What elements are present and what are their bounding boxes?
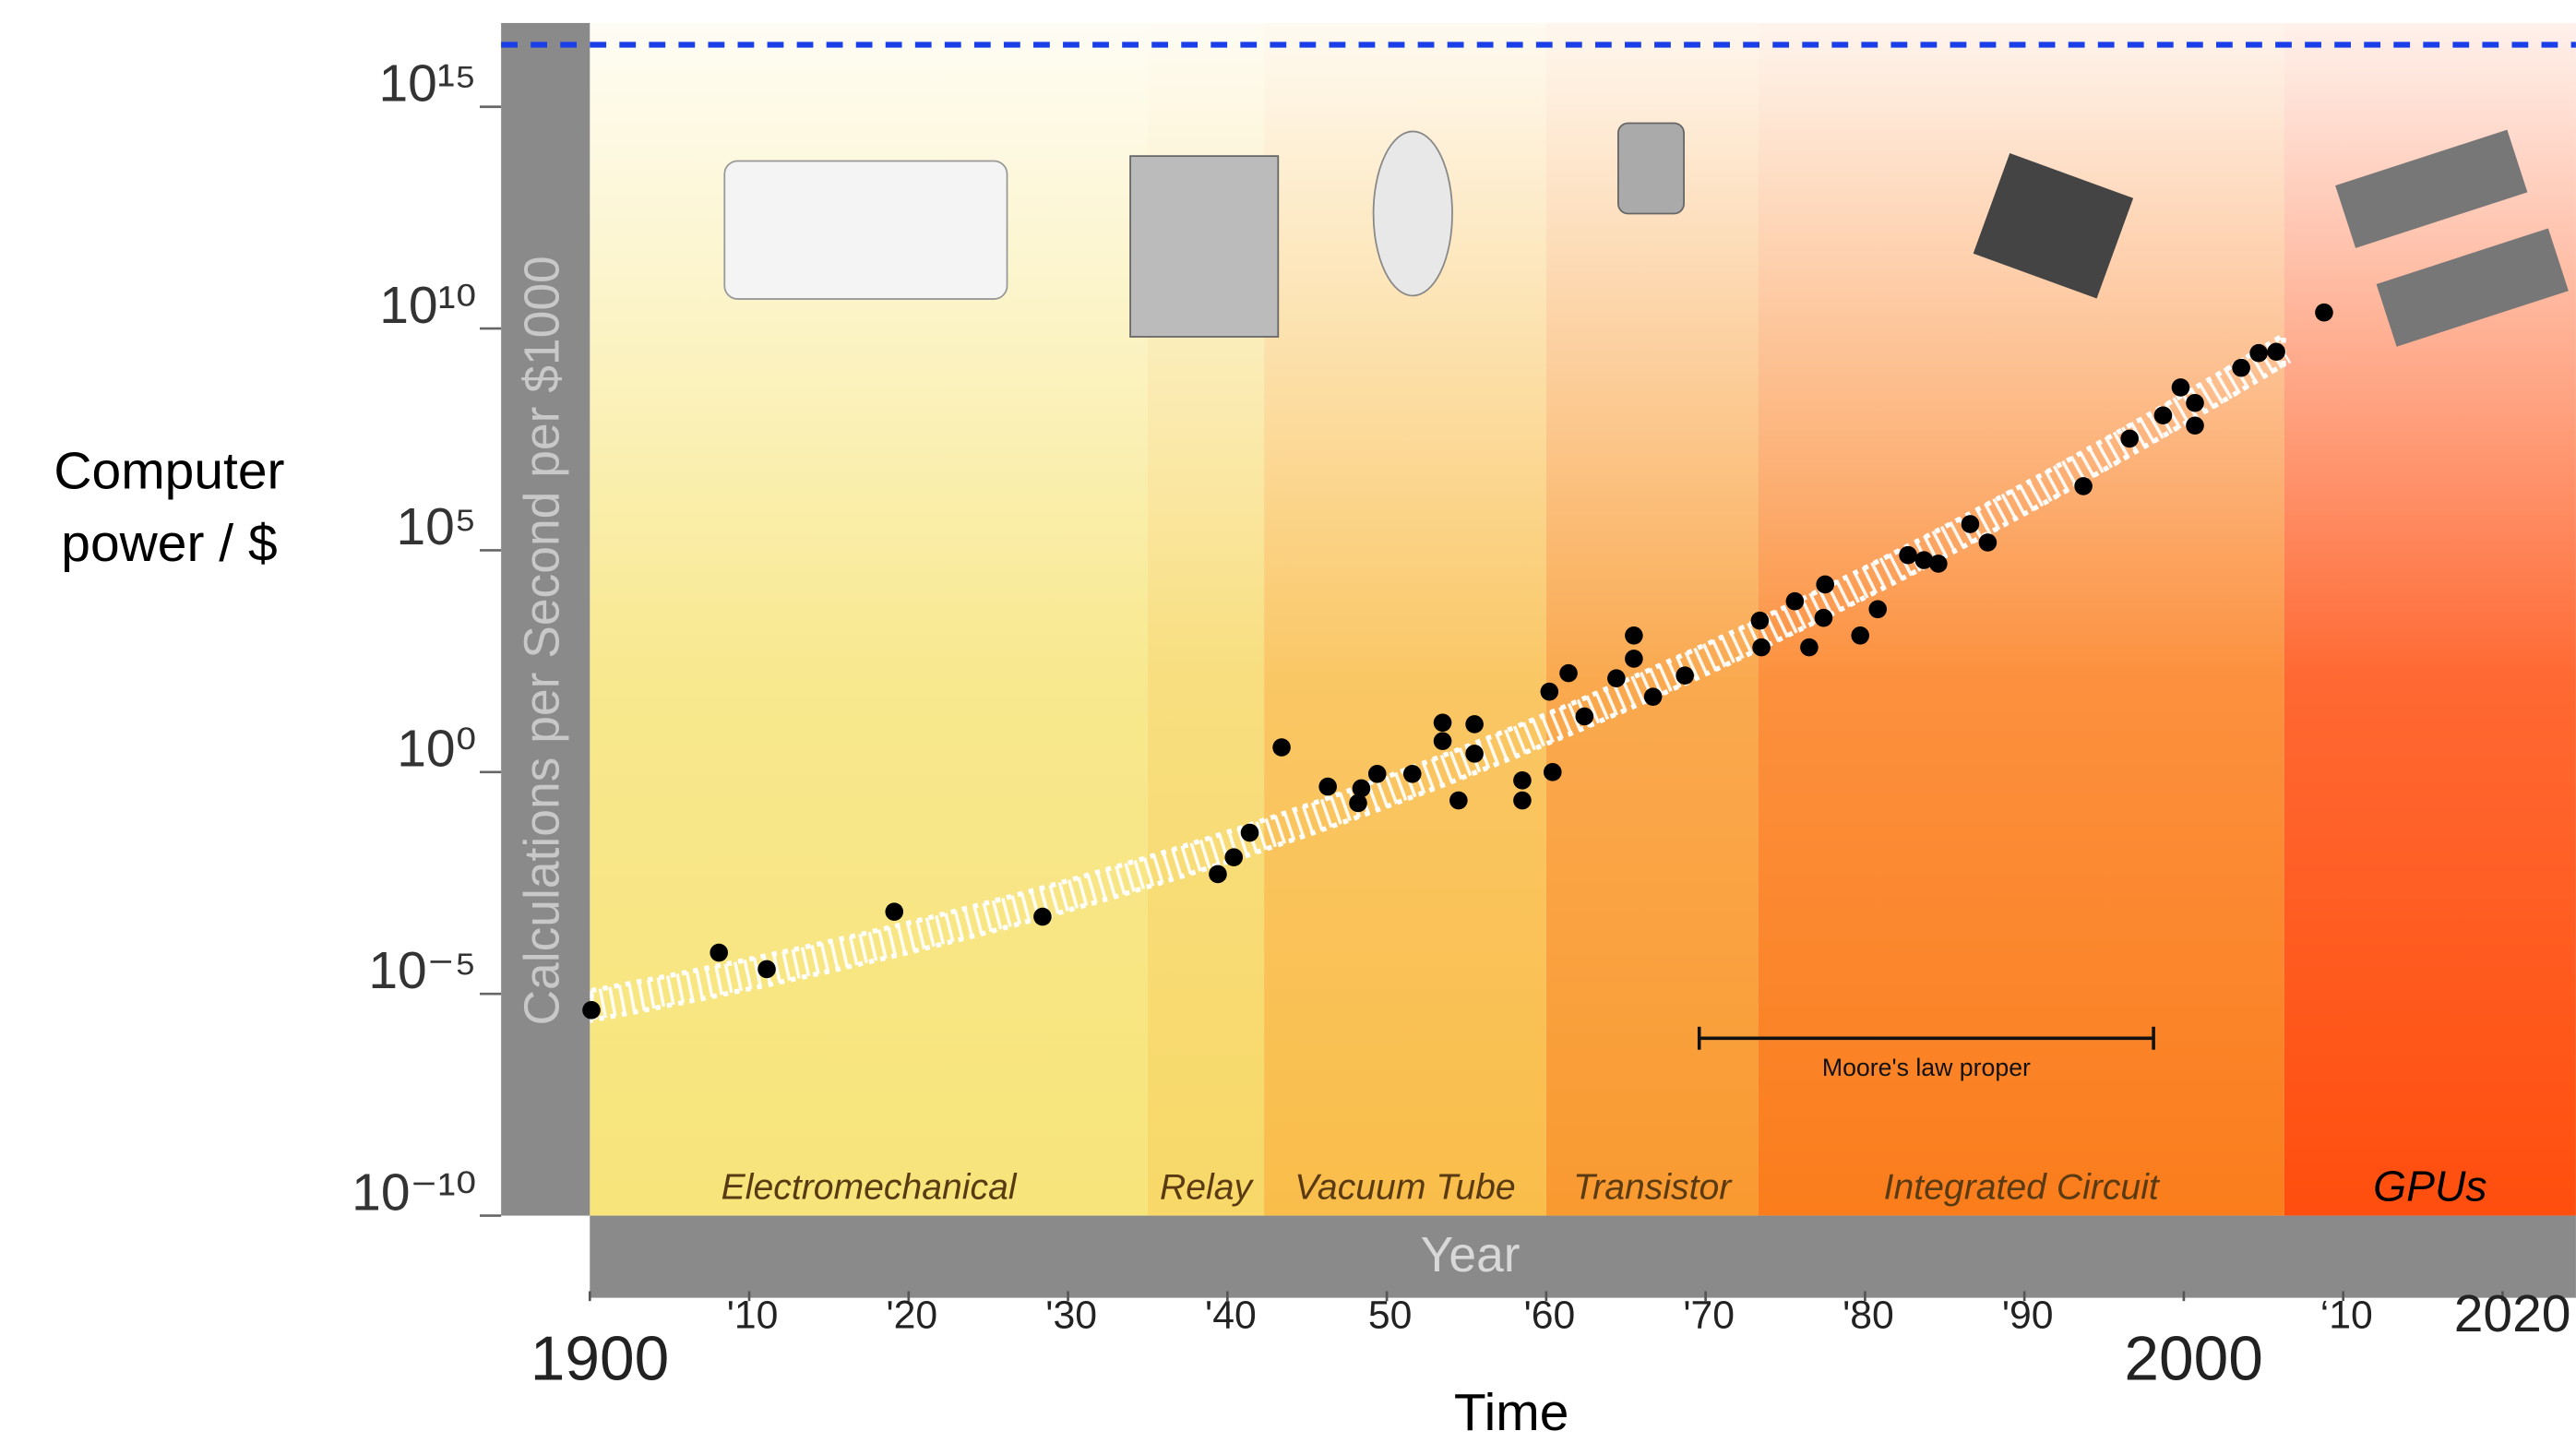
tube-icon: [1374, 131, 1452, 295]
data-point: [1786, 592, 1805, 611]
outer-x-label: Time: [1454, 1383, 1568, 1442]
y-tick-label: 10⁻¹⁰: [352, 1163, 476, 1222]
x-tick-label: '90: [2002, 1293, 2054, 1337]
data-point: [1868, 601, 1887, 619]
data-point: [1800, 638, 1819, 657]
era-label: Relay: [1160, 1167, 1255, 1207]
data-point: [1962, 515, 1980, 533]
data-point: [2120, 430, 2139, 448]
data-point: [1752, 638, 1771, 657]
era-label: GPUs: [2373, 1162, 2487, 1210]
outer-y-label: Computer: [54, 442, 284, 501]
era-label: Transistor: [1573, 1167, 1733, 1207]
x-tick-label: '10: [727, 1293, 779, 1337]
y-tick-label: 10⁻⁵: [368, 941, 476, 1000]
data-point: [1465, 715, 1484, 733]
y-tick-label: 10¹⁰: [379, 276, 476, 335]
x-tick-label: '30: [1045, 1293, 1097, 1337]
y-tick-label: 10¹⁵: [378, 54, 476, 113]
transistor-icon: [1618, 124, 1684, 214]
data-point: [1979, 533, 1998, 552]
data-point: [1751, 612, 1770, 630]
x-tick-label: '20: [887, 1293, 938, 1337]
data-point: [1929, 555, 1948, 573]
data-point: [1403, 765, 1422, 783]
data-point: [1209, 865, 1227, 884]
x-tick-label: '80: [1843, 1293, 1894, 1337]
data-point: [1033, 908, 1052, 926]
x-tick-label: '70: [1683, 1293, 1735, 1337]
x-axis-bar: [590, 1216, 2576, 1298]
data-point: [1224, 848, 1243, 866]
x-tick-label: 50: [1368, 1293, 1413, 1337]
annotation-label: Moore's law proper: [1822, 1054, 2031, 1081]
y-axis-label: Calculations per Second per $1000: [515, 256, 569, 1025]
y-tick-label: 10⁰: [397, 720, 476, 779]
data-point: [2074, 477, 2093, 495]
data-point: [1541, 683, 1559, 701]
data-point: [1899, 546, 1917, 565]
outer-y-label: power / $: [61, 514, 277, 573]
data-point: [1318, 778, 1337, 796]
x-tick-label: 2000: [2124, 1325, 2262, 1394]
x-axis-label: Year: [1421, 1228, 1521, 1282]
data-point: [2232, 359, 2250, 377]
data-point: [1272, 738, 1291, 757]
era-label: Vacuum Tube: [1294, 1167, 1515, 1207]
data-point: [1513, 771, 1532, 790]
x-tick-label: ‘10: [2320, 1293, 2373, 1337]
data-point: [2249, 344, 2268, 363]
data-point: [2172, 378, 2190, 397]
data-point: [1607, 669, 1626, 687]
era-label: Electromechanical: [722, 1167, 1018, 1207]
data-point: [1816, 576, 1834, 594]
data-point: [582, 1001, 601, 1020]
data-point: [2186, 394, 2204, 412]
data-point: [1368, 765, 1387, 783]
page: Electromechanical Relay Vacuum Tube Transis…: [0, 0, 2576, 1443]
data-point: [1544, 763, 1562, 781]
data-point: [1644, 687, 1663, 706]
data-point: [1851, 626, 1869, 645]
x-tick-label: '60: [1524, 1293, 1576, 1337]
data-point: [2315, 304, 2333, 322]
data-point: [1576, 708, 1594, 726]
data-point: [1815, 609, 1833, 627]
data-point: [1353, 780, 1371, 798]
x-tick-label: '40: [1205, 1293, 1257, 1337]
data-point: [1241, 824, 1259, 842]
y-tick-label: 10⁵: [396, 497, 476, 556]
data-point: [710, 944, 728, 962]
punch-card-icon: [724, 161, 1007, 299]
data-point: [1625, 626, 1643, 645]
data-point: [2186, 416, 2204, 435]
data-point: [2154, 406, 2173, 424]
data-point: [1676, 666, 1694, 685]
data-point: [2267, 342, 2285, 361]
data-point: [1449, 792, 1468, 810]
data-point: [1434, 713, 1452, 732]
data-point: [1625, 650, 1643, 668]
data-point: [1559, 664, 1578, 683]
x-tick-label: 1900: [531, 1325, 669, 1394]
chart: Electromechanical Relay Vacuum Tube Transis…: [0, 0, 2576, 1443]
data-point: [1513, 792, 1532, 810]
x-tick-label: 2020: [2454, 1284, 2571, 1343]
data-point: [885, 902, 903, 921]
data-point: [1434, 732, 1452, 750]
data-point: [1465, 745, 1484, 763]
data-point: [757, 960, 776, 979]
relay-icon: [1130, 156, 1278, 337]
era-label: Integrated Circuit: [1884, 1167, 2161, 1207]
